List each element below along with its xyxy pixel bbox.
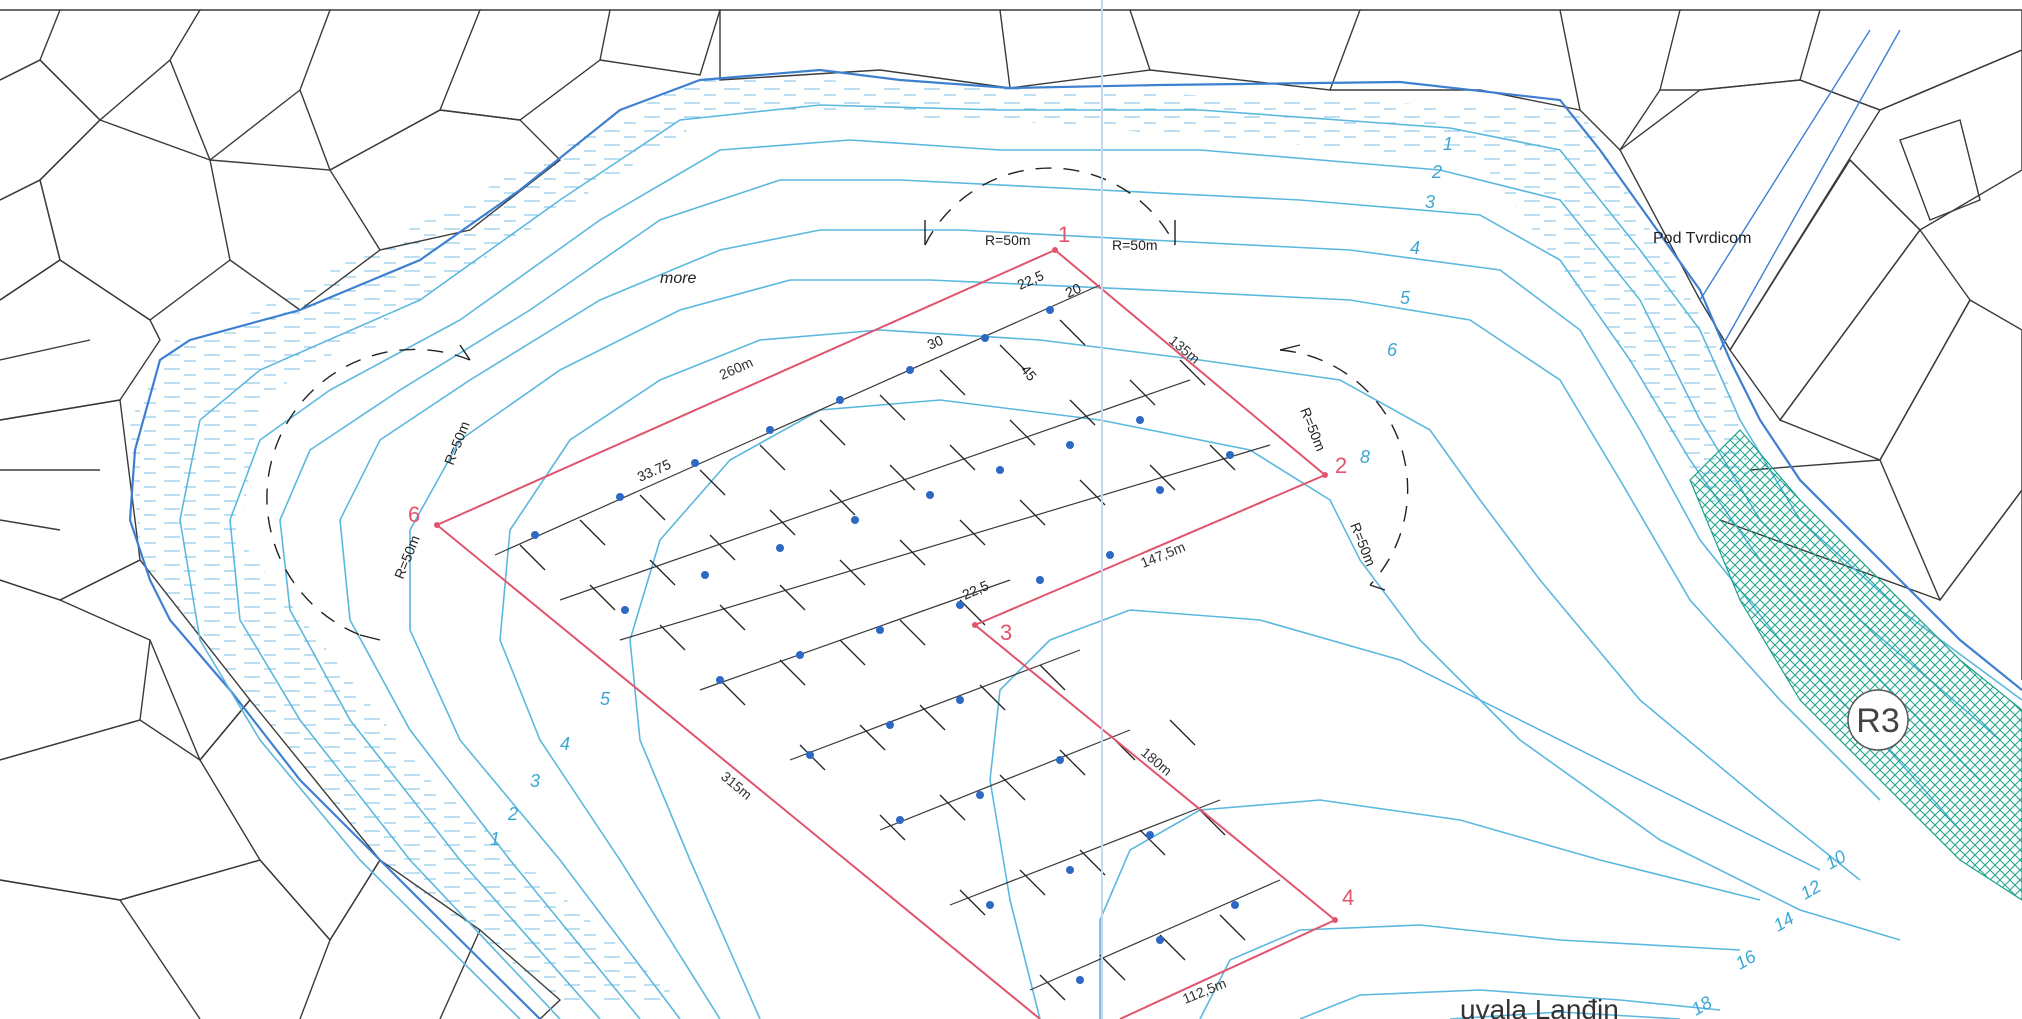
shallow-water-band — [130, 75, 1750, 1000]
contour-label-2-west: 2 — [507, 804, 518, 824]
contour-label-14: 14 — [1770, 908, 1797, 935]
contour-label-6: 6 — [1387, 340, 1398, 360]
radius-label-west-upper: R=50m — [441, 419, 473, 467]
contour-label-4-west: 4 — [560, 734, 570, 754]
spacing-label-45: 45 — [1018, 362, 1040, 384]
radius-label-east-upper: R=50m — [1297, 405, 1329, 453]
spacing-label-20: 20 — [1063, 280, 1084, 301]
contour-label-18: 18 — [1688, 992, 1715, 1019]
contour-label-10: 10 — [1822, 846, 1849, 873]
radius-label-top-right: R=50m — [1112, 237, 1158, 253]
contour-16 — [1299, 989, 1721, 1019]
r3-zone-circle — [1847, 689, 1909, 751]
contour-label-12: 12 — [1797, 876, 1824, 903]
buoy-points — [531, 306, 1239, 984]
safety-radius-arcs — [266, 167, 1409, 641]
land-parcels — [0, 9, 2022, 1019]
contour-label-1-west: 1 — [490, 829, 500, 849]
contour-label-5: 5 — [1400, 288, 1411, 308]
contour-12 — [1099, 799, 1761, 1019]
vertex-label-6: 6 — [408, 502, 420, 527]
contour-6 — [499, 329, 1861, 1019]
vertex-label-1: 1 — [1058, 222, 1070, 247]
radius-label-top-left: R=50m — [985, 232, 1031, 248]
spacing-label-30: 30 — [925, 332, 946, 353]
contour-label-8: 8 — [1360, 447, 1370, 467]
contour-1 — [179, 104, 2022, 1019]
length-label-260m: 260m — [717, 354, 756, 383]
contour-label-5-west: 5 — [600, 689, 611, 709]
length-label-147-5m: 147,5m — [1138, 538, 1187, 570]
contour-18 — [1449, 1011, 1681, 1019]
r3-zone — [1689, 429, 2022, 901]
grid-ticks — [519, 319, 1246, 1001]
contour-3 — [279, 179, 1981, 1019]
contour-label-4: 4 — [1410, 238, 1420, 258]
contour-2 — [229, 139, 2001, 1019]
contour-label-1: 1 — [1443, 134, 1453, 154]
spacing-label-33-75: 33.75 — [635, 456, 674, 485]
vertex-label-2: 2 — [1335, 453, 1347, 478]
cape-label: Pod Tvrdicom — [1653, 230, 1751, 247]
boundary-vertices — [434, 247, 1338, 923]
contour-5 — [409, 279, 1881, 1019]
shoreline — [128, 68, 2022, 1019]
contour-10 — [989, 609, 1821, 1019]
spacing-label-22-5-b: 22,5 — [960, 577, 992, 603]
sea-label: more — [660, 270, 697, 287]
vertex-label-4: 4 — [1342, 885, 1354, 910]
radius-label-west-lower: R=50m — [391, 533, 423, 581]
contour-label-3-west: 3 — [530, 771, 540, 791]
vertex-label-3: 3 — [1000, 620, 1012, 645]
r3-zone-label: R3 — [1856, 702, 1899, 740]
bay-label: uvala Lanđin — [1460, 994, 1619, 1019]
contour-8 — [629, 399, 1901, 1019]
spacing-label-22-5: 22,5 — [1015, 267, 1047, 293]
concession-boundary — [436, 249, 1337, 1019]
contour-label-2: 2 — [1431, 162, 1442, 182]
mooring-grid — [494, 284, 1281, 991]
length-label-135m: 135m — [1166, 332, 1203, 367]
contour-label-3: 3 — [1425, 192, 1435, 212]
contour-4 — [339, 229, 1961, 1019]
length-label-315m: 315m — [718, 768, 755, 803]
